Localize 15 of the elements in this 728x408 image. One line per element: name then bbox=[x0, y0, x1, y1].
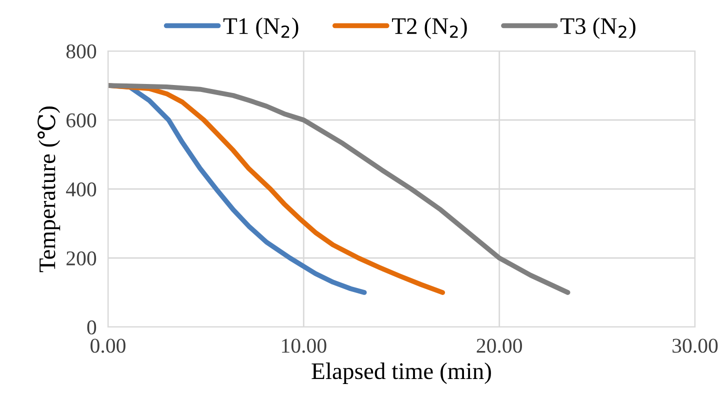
y-tick-label: 800 bbox=[66, 44, 96, 58]
legend-label: T2 (N$_{2}$) bbox=[392, 17, 467, 39]
legend-label: T1 (N$_{2}$) bbox=[223, 17, 298, 39]
y-tick-label: 200 bbox=[66, 251, 96, 266]
y-tick-label: 0 bbox=[87, 320, 96, 334]
x-tick-label: 10.00 bbox=[282, 338, 326, 353]
legend-label: T3 (N$_{2}$) bbox=[560, 17, 636, 39]
line-series bbox=[108, 83, 570, 295]
x-tick-label: 30.00 bbox=[672, 338, 718, 353]
x-tick-label: 0.00 bbox=[90, 338, 126, 353]
y-tick-label: 600 bbox=[66, 113, 96, 128]
x-axis-title: Elapsed time (min) bbox=[312, 362, 491, 384]
y-tick-label: 400 bbox=[66, 182, 96, 196]
x-tick-label: 20.00 bbox=[476, 338, 522, 353]
y-axis-title: Temperature (℃) bbox=[38, 106, 60, 272]
